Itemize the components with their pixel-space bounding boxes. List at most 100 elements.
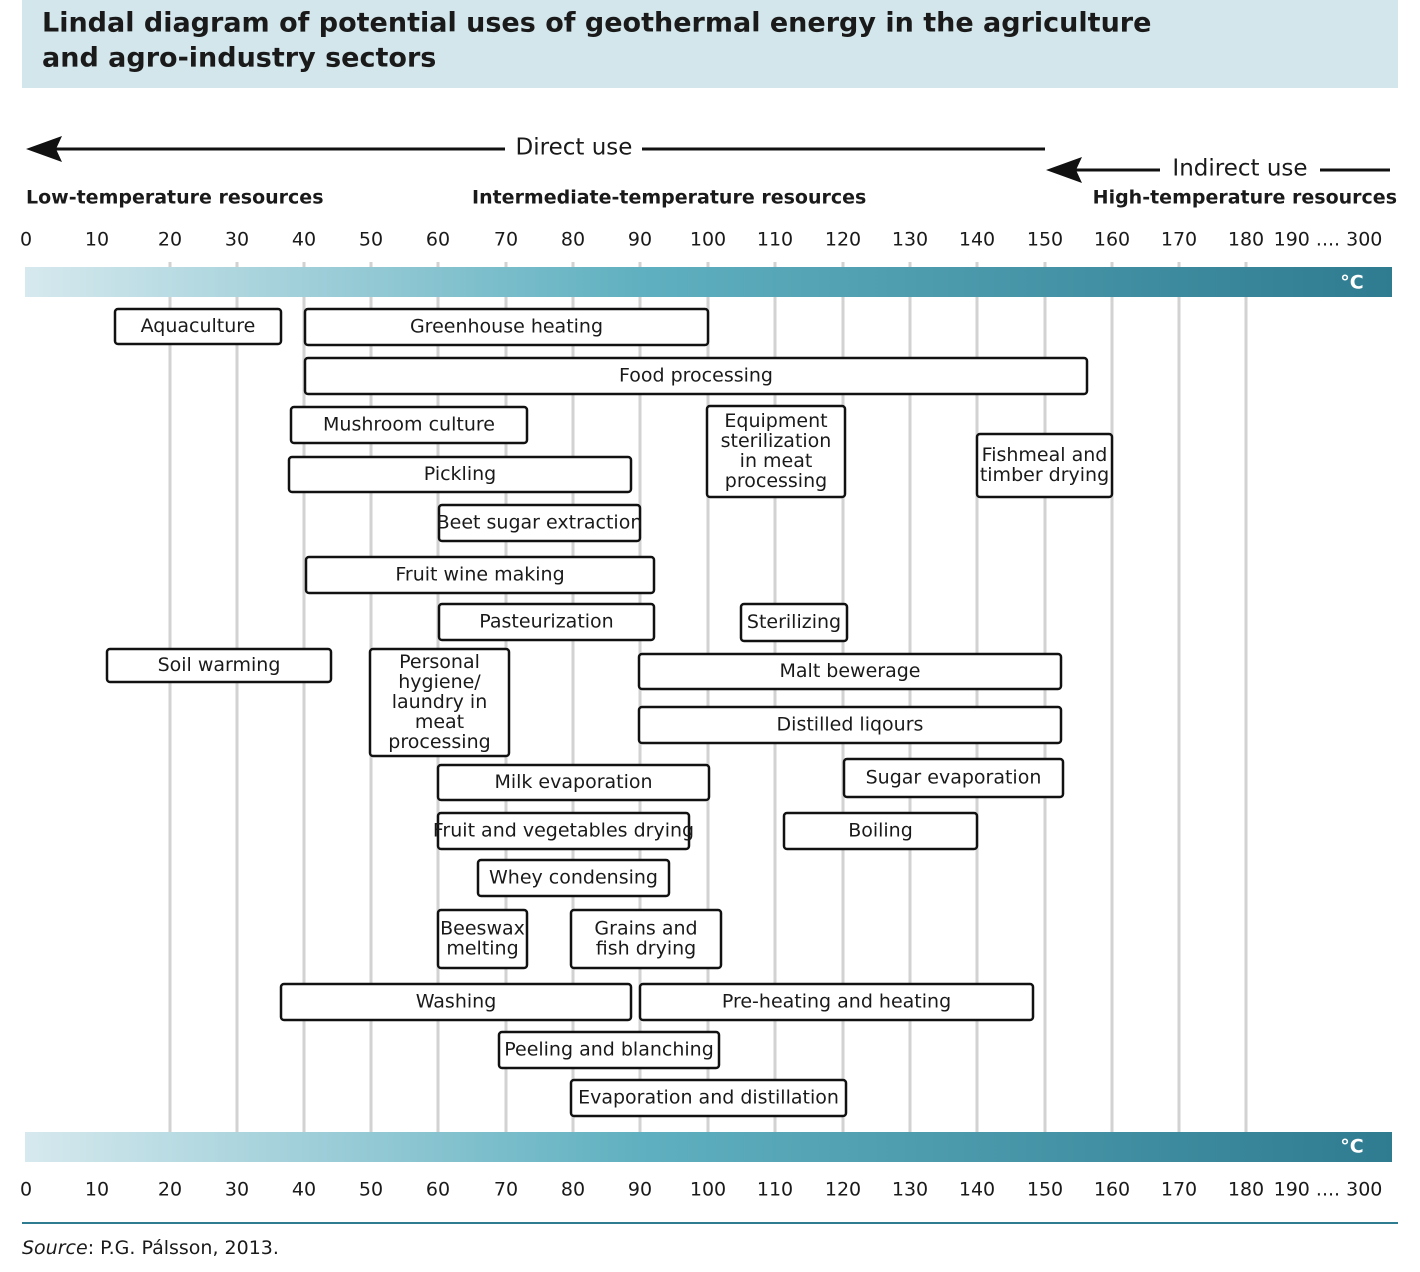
use-box: Milk evaporation [436,763,711,802]
box [113,307,283,346]
unit: °C [1340,272,1363,294]
box [497,1030,721,1070]
tick-label: 40 [292,229,316,251]
tick-label: 180 [1228,1179,1264,1201]
box [569,908,723,970]
tick-label: 10 [85,229,109,251]
tick-label: 90 [628,229,652,251]
use-box: Whey condensing [476,858,671,898]
box-label: processing [725,470,827,492]
tick-label: 60 [426,1179,450,1201]
box-label: Washing [416,991,497,1013]
box [303,356,1089,396]
box [287,455,633,494]
box [436,763,711,802]
use-box: Fruit wine making [304,555,656,595]
tick-label: 190 .... 300 [1274,229,1383,251]
tick-label: 150 [1027,1179,1063,1201]
use-box: Fruit and vegetables drying [433,811,694,851]
use-box: Beet sugar extraction [437,503,642,543]
use-box: Food processing [303,356,1089,396]
box-label: hygiene/ [398,671,481,693]
tick-label: 170 [1161,229,1197,251]
tick-label: 50 [359,1179,383,1201]
tick-label: 100 [690,1179,726,1201]
box [303,307,710,347]
unit: °C [1340,1136,1363,1158]
box [975,432,1114,499]
box [289,405,529,445]
box [437,503,642,543]
box [105,647,333,684]
use-box: Pre-heating and heating [638,982,1035,1022]
tick-label: 190 .... 300 [1274,1179,1383,1201]
tick-label: 10 [85,1179,109,1201]
tick-label: 50 [359,229,383,251]
tick-label: 110 [757,229,793,251]
tick-label: 140 [959,229,995,251]
box-label: melting [446,938,518,960]
tick-label: 110 [757,1179,793,1201]
box-label: processing [388,731,490,753]
resource-label: Intermediate-temperature resources [472,187,866,209]
box [436,908,529,970]
box [436,811,691,851]
tick-label: 170 [1161,1179,1197,1201]
source-label: Source [22,1237,88,1259]
box [368,647,511,758]
box [842,757,1065,799]
box [739,602,849,643]
use-box: Greenhouse heating [303,307,710,347]
box-label: Grains and [594,918,697,940]
tick-label: 80 [561,229,585,251]
tick-label: 120 [825,1179,861,1201]
use-box: Boiling [782,811,979,851]
box [437,602,656,642]
tick-label: 100 [690,229,726,251]
box-label: Sugar evaporation [866,767,1042,789]
box-label: Mushroom culture [323,414,495,436]
box [637,705,1063,745]
box-label: Fruit and vegetables drying [433,820,694,842]
tick-label: 60 [426,229,450,251]
box-label: Pasteurization [479,611,613,633]
tick-label: 70 [494,229,518,251]
tick-label: 130 [892,1179,928,1201]
box-label: meat [415,711,464,733]
use-box: Pasteurization [437,602,656,642]
box-label: timber drying [980,464,1109,486]
box [782,811,979,851]
use-box: Peeling and blanching [497,1030,721,1070]
tick-label: 0 [20,1179,32,1201]
box-label: Malt bewerage [780,660,921,682]
use-box: Aquaculture [113,307,283,346]
box [476,858,671,898]
box-label: Fruit wine making [395,564,564,586]
box-label: Fishmeal and [982,444,1108,466]
box-label: Peeling and blanching [504,1039,714,1061]
use-box: Washing [279,982,633,1022]
tick-label: 160 [1094,229,1130,251]
tick-label: 180 [1228,229,1264,251]
box [279,982,633,1022]
tick-label: 0 [20,229,32,251]
use-box: Soil warming [105,647,333,684]
use-box: Evaporation and distillation [569,1078,848,1118]
box-label: Boiling [848,820,913,842]
resource-label: High-temperature resources [1093,187,1397,209]
box-label: laundry in [392,691,487,713]
source: Source: P.G. Pálsson, 2013. [22,1237,279,1259]
header-band [22,0,1398,88]
temperature-bar [25,1132,1392,1162]
use-box: Malt bewerage [637,652,1063,691]
box-label: fish drying [596,938,696,960]
use-box: Sugar evaporation [842,757,1065,799]
box-label: Greenhouse heating [410,316,603,338]
use-box: Distilled liqours [637,705,1063,745]
resource-label: Low-temperature resources [26,187,324,209]
